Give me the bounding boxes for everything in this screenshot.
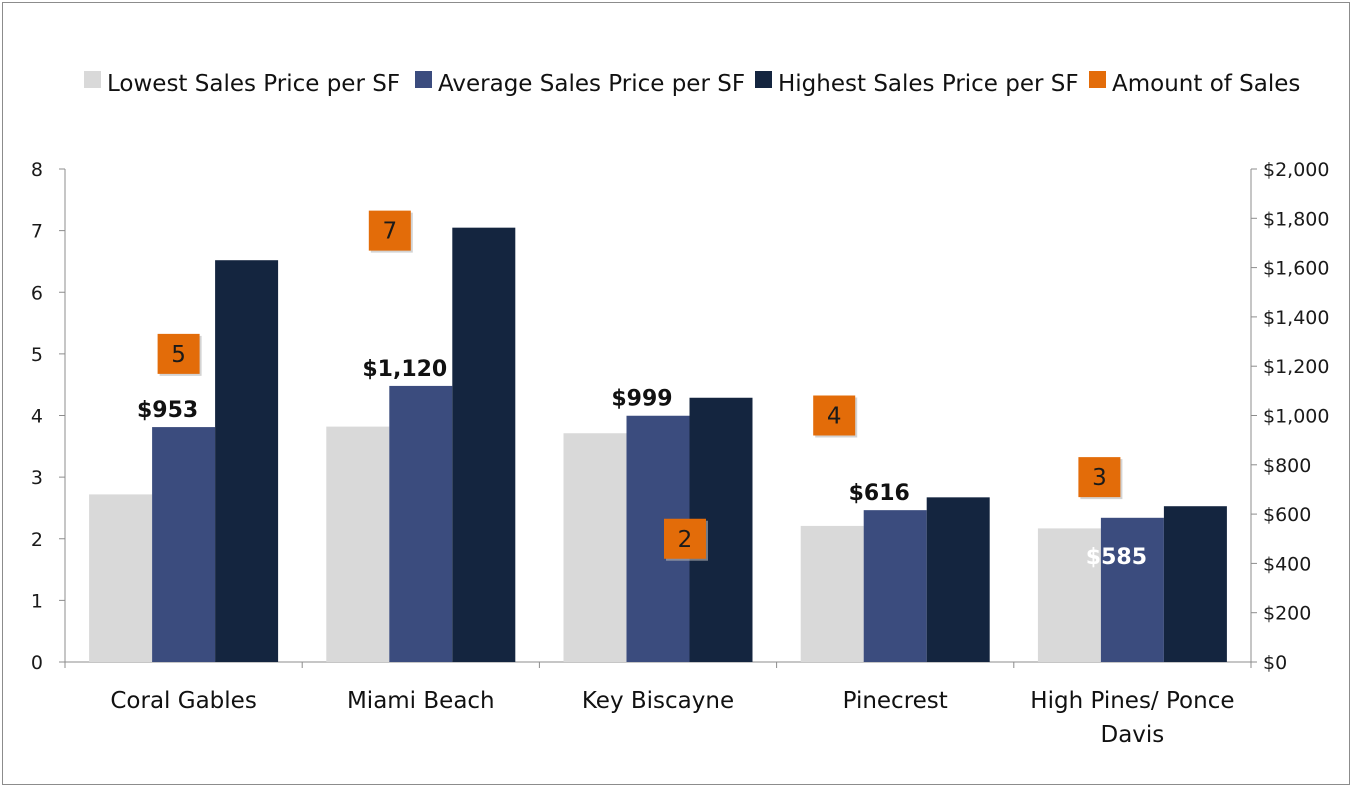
category-label: Davis xyxy=(1101,722,1165,748)
right-tick-label: $800 xyxy=(1263,455,1311,477)
legend-swatch xyxy=(84,71,101,88)
left-tick-label: 8 xyxy=(31,159,43,181)
sales-marker xyxy=(157,333,200,374)
bar-highest xyxy=(926,497,990,662)
legend-swatch xyxy=(1089,71,1106,88)
left-tick-label: 2 xyxy=(31,529,43,551)
right-tick-label: $2,000 xyxy=(1263,159,1329,181)
price-data-label: $616 xyxy=(849,481,910,506)
right-tick-label: $600 xyxy=(1263,504,1311,526)
legend-label: Lowest Sales Price per SF xyxy=(107,71,400,97)
legend-swatch xyxy=(415,71,432,88)
category-label: High Pines/ Ponce xyxy=(1030,688,1234,714)
sales-marker xyxy=(813,395,856,436)
right-tick-label: $1,800 xyxy=(1263,208,1329,230)
sales-count-label: 4 xyxy=(827,404,842,430)
category-label: Miami Beach xyxy=(347,688,495,714)
legend-label: Amount of Sales xyxy=(1112,71,1300,97)
legend-label: Average Sales Price per SF xyxy=(438,71,745,97)
legend-label: Highest Sales Price per SF xyxy=(778,71,1079,97)
bar-lowest xyxy=(326,426,390,662)
bar-average xyxy=(1100,517,1164,662)
sales-count-label: 5 xyxy=(171,342,186,368)
price-data-label: $999 xyxy=(611,387,672,412)
left-tick-label: 0 xyxy=(31,652,43,674)
left-tick-label: 3 xyxy=(31,467,43,489)
left-tick-label: 5 xyxy=(31,344,43,366)
bar-lowest xyxy=(563,433,627,662)
sales-marker xyxy=(664,518,706,559)
sales-count-label: 2 xyxy=(678,527,693,553)
right-tick-label: $0 xyxy=(1263,652,1287,674)
sales-marker xyxy=(1078,457,1121,498)
price-data-label: $585 xyxy=(1086,545,1147,570)
bar-lowest xyxy=(89,494,153,662)
right-tick-label: $400 xyxy=(1263,553,1311,575)
right-tick-label: $200 xyxy=(1263,603,1311,625)
bar-average xyxy=(152,427,216,662)
left-tick-label: 1 xyxy=(31,590,43,612)
combo-bar-chart: 0 1 2 3 4 5 6 7 8 $0 $200 $400 $600 $800 $1,000 $1,200 $… xyxy=(31,71,1329,748)
right-tick-label: $1,200 xyxy=(1263,356,1329,378)
bar-highest xyxy=(1163,506,1227,662)
bar-average xyxy=(389,385,453,662)
bar-average xyxy=(863,510,927,662)
bar-highest xyxy=(215,260,279,662)
right-tick-label: $1,400 xyxy=(1263,307,1329,329)
legend-swatch xyxy=(755,71,772,88)
bar-highest xyxy=(452,227,516,663)
bar-lowest xyxy=(800,525,864,662)
left-tick-label: 7 xyxy=(31,221,43,243)
category-label: Key Biscayne xyxy=(582,688,734,714)
category-label: Coral Gables xyxy=(110,688,256,714)
sales-count-label: 3 xyxy=(1092,465,1107,491)
bar-lowest xyxy=(1037,528,1101,662)
left-tick-label: 6 xyxy=(31,282,43,304)
sales-marker xyxy=(368,210,411,251)
right-tick-label: $1,600 xyxy=(1263,258,1329,280)
sales-count-label: 7 xyxy=(382,219,397,245)
right-tick-label: $1,000 xyxy=(1263,406,1329,428)
price-data-label: $1,120 xyxy=(362,357,447,382)
price-data-label: $953 xyxy=(137,398,198,423)
category-label: Pinecrest xyxy=(843,688,948,714)
left-tick-label: 4 xyxy=(31,406,43,428)
